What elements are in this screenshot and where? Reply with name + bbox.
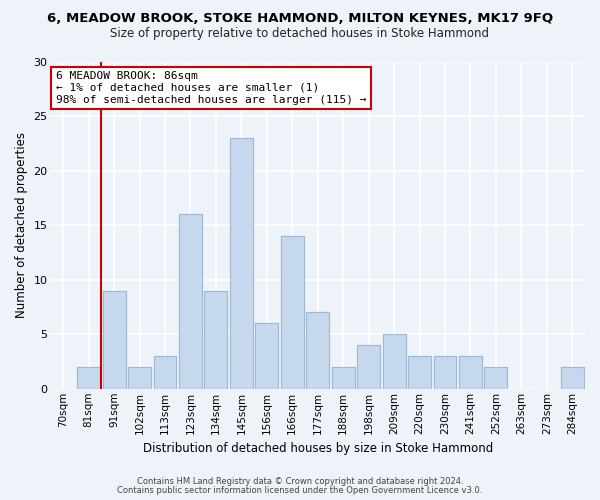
Bar <box>357 345 380 389</box>
Bar <box>205 290 227 389</box>
Bar <box>281 236 304 389</box>
Text: Contains HM Land Registry data © Crown copyright and database right 2024.: Contains HM Land Registry data © Crown c… <box>137 477 463 486</box>
Bar <box>332 367 355 389</box>
Bar <box>179 214 202 389</box>
X-axis label: Distribution of detached houses by size in Stoke Hammond: Distribution of detached houses by size … <box>143 442 493 455</box>
Bar <box>332 367 355 389</box>
Text: 6, MEADOW BROOK, STOKE HAMMOND, MILTON KEYNES, MK17 9FQ: 6, MEADOW BROOK, STOKE HAMMOND, MILTON K… <box>47 12 553 26</box>
Bar <box>103 290 125 389</box>
Bar <box>561 367 584 389</box>
Bar <box>408 356 431 389</box>
Bar <box>77 367 100 389</box>
Bar <box>256 324 278 389</box>
Text: 6 MEADOW BROOK: 86sqm
← 1% of detached houses are smaller (1)
98% of semi-detach: 6 MEADOW BROOK: 86sqm ← 1% of detached h… <box>56 72 367 104</box>
Bar <box>434 356 457 389</box>
Bar <box>383 334 406 389</box>
Bar <box>179 214 202 389</box>
Bar <box>230 138 253 389</box>
Bar <box>154 356 176 389</box>
Text: Contains public sector information licensed under the Open Government Licence v3: Contains public sector information licen… <box>118 486 482 495</box>
Bar <box>459 356 482 389</box>
Bar <box>434 356 457 389</box>
Bar <box>77 367 100 389</box>
Bar <box>383 334 406 389</box>
Bar <box>306 312 329 389</box>
Bar <box>256 324 278 389</box>
Bar <box>459 356 482 389</box>
Bar <box>357 345 380 389</box>
Bar <box>408 356 431 389</box>
Bar <box>561 367 584 389</box>
Bar <box>154 356 176 389</box>
Bar <box>281 236 304 389</box>
Bar <box>128 367 151 389</box>
Bar <box>128 367 151 389</box>
Bar <box>306 312 329 389</box>
Bar <box>484 367 508 389</box>
Y-axis label: Number of detached properties: Number of detached properties <box>15 132 28 318</box>
Bar <box>230 138 253 389</box>
Bar <box>205 290 227 389</box>
Bar <box>103 290 125 389</box>
Bar <box>484 367 508 389</box>
Text: Size of property relative to detached houses in Stoke Hammond: Size of property relative to detached ho… <box>110 28 490 40</box>
